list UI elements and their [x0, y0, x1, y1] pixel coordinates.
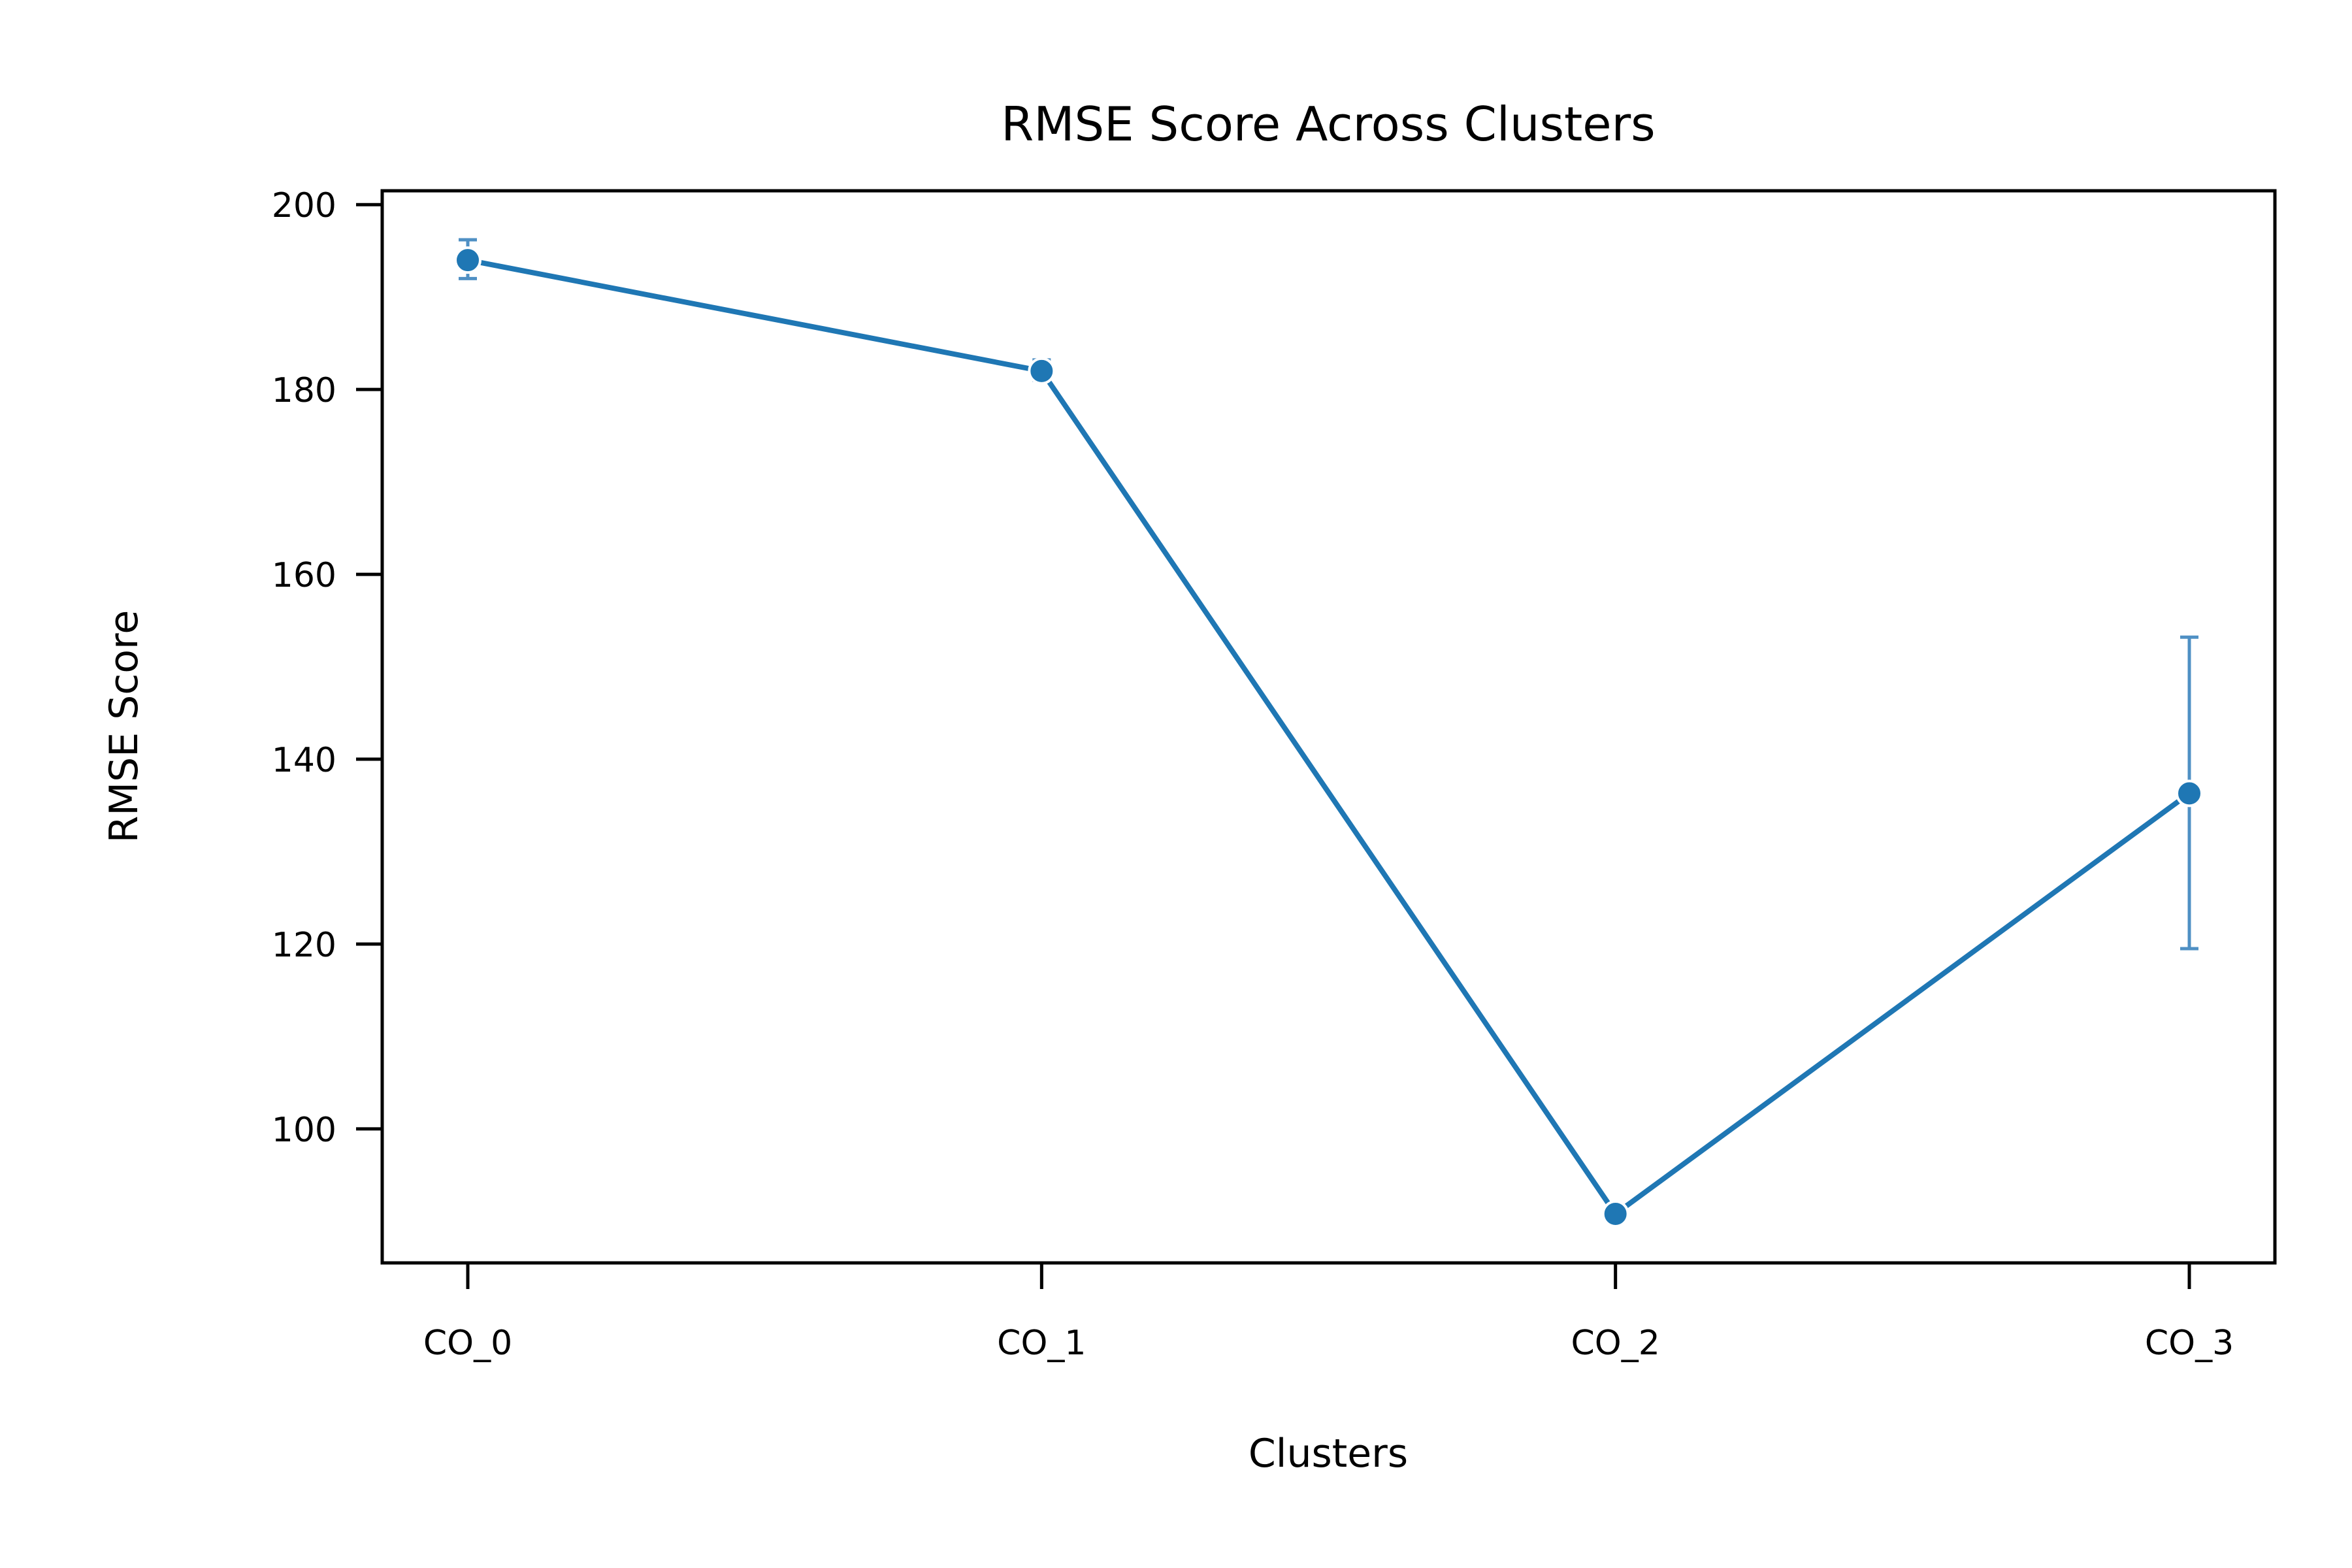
x-tick-label: CO_3 — [2145, 1324, 2234, 1363]
y-tick-label: 180 — [272, 371, 336, 410]
x-tick-label: CO_0 — [423, 1324, 512, 1363]
y-tick-label: 140 — [272, 741, 336, 780]
y-tick-label: 160 — [272, 556, 336, 595]
data-point — [454, 246, 482, 274]
data-point — [1601, 1200, 1629, 1228]
y-axis: 100 120 140 160 180 200 — [272, 186, 382, 1150]
x-tick-label: CO_2 — [1571, 1324, 1660, 1363]
y-axis-label: RMSE Score — [101, 610, 147, 843]
data-point — [1028, 357, 1056, 385]
y-tick-label: 120 — [272, 926, 336, 965]
y-tick-label: 100 — [272, 1111, 336, 1150]
series-line — [467, 257, 2191, 1217]
x-axis: CO_0 CO_1 CO_2 CO_3 — [423, 1263, 2234, 1363]
x-axis-label: Clusters — [1249, 1431, 1408, 1477]
chart-title: RMSE Score Across Clusters — [1001, 97, 1655, 152]
data-point — [2176, 779, 2203, 808]
plot-area-frame — [380, 189, 2277, 1265]
x-tick-label: CO_1 — [997, 1324, 1086, 1363]
data-series — [454, 238, 2203, 1228]
y-tick-label: 200 — [272, 186, 336, 225]
